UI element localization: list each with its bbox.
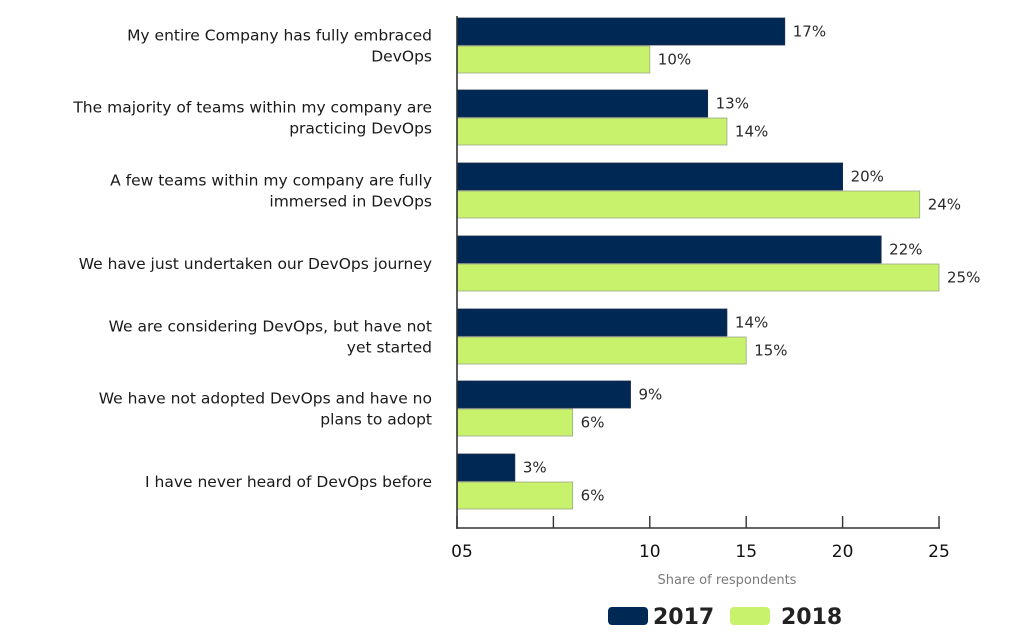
bar-2018-4 (456, 336, 747, 365)
category-label-line: plans to adopt (320, 411, 432, 429)
bar-2017-2 (456, 162, 844, 191)
category-label-line: A few teams within my company are fully (110, 172, 432, 190)
value-label-2017-0: 17% (793, 23, 826, 41)
category-label-line: We are considering DevOps, but have not (109, 318, 432, 336)
value-label-2018-6: 6% (581, 487, 605, 505)
bar-2017-6 (456, 453, 516, 482)
bar-2017-4 (456, 308, 728, 337)
value-label-2017-4: 14% (735, 314, 768, 332)
value-label-2017-5: 9% (639, 386, 663, 404)
x-tick-label-10: 10 (639, 542, 661, 562)
category-label-line: DevOps (371, 48, 432, 66)
legend-label-2017: 2017 (653, 605, 714, 630)
category-label-line: We have not adopted DevOps and have no (99, 390, 432, 408)
x-axis-title: Share of respondents (658, 573, 797, 588)
category-label-line: immersed in DevOps (269, 193, 432, 211)
x-tick-label-15: 15 (735, 542, 757, 562)
category-label-line: yet started (347, 339, 432, 357)
bars (456, 17, 940, 510)
x-tick-label-0: 05 (451, 542, 473, 562)
bar-2018-3 (456, 263, 940, 292)
category-label-line: practicing DevOps (289, 120, 432, 138)
category-label-1: The majority of teams within my company … (72, 99, 432, 138)
value-label-2017-3: 22% (889, 241, 922, 259)
value-label-2018-0: 10% (658, 51, 691, 69)
value-label-2018-5: 6% (581, 414, 605, 432)
value-label-2018-2: 24% (928, 196, 961, 214)
value-label-2017-2: 20% (851, 168, 884, 186)
category-label-5: We have not adopted DevOps and have no pl… (99, 390, 432, 429)
x-ticks: 05 10 15 20 25 (451, 516, 950, 562)
category-label-6: I have never heard of DevOps before (145, 473, 432, 491)
category-label-2: A few teams within my company are fully i… (110, 172, 432, 211)
bar-2018-0 (456, 45, 651, 74)
category-label-3: We have just undertaken our DevOps journ… (79, 255, 432, 273)
x-axis (456, 16, 940, 529)
category-labels: My entire Company has fully embraced DevO… (72, 27, 432, 492)
bar-2017-1 (456, 89, 709, 118)
bar-2018-6 (456, 481, 574, 510)
category-label-4: We are considering DevOps, but have not y… (109, 318, 432, 357)
legend-swatch-2018 (730, 607, 770, 625)
x-tick-label-20: 20 (832, 542, 854, 562)
x-tick-label-25: 25 (928, 542, 950, 562)
value-label-2018-1: 14% (735, 123, 768, 141)
bar-2017-0 (456, 17, 786, 46)
category-label-line: My entire Company has fully embraced (127, 27, 432, 45)
legend-label-2018: 2018 (781, 605, 842, 630)
bar-2017-5 (456, 380, 631, 409)
category-label-line: The majority of teams within my company … (72, 99, 432, 117)
category-label-0: My entire Company has fully embraced DevO… (127, 27, 432, 66)
legend-swatch-2017 (608, 607, 648, 625)
bar-2018-2 (456, 190, 921, 219)
value-label-2017-6: 3% (523, 459, 547, 477)
bar-2018-1 (456, 117, 728, 146)
value-label-2018-4: 15% (754, 342, 787, 360)
value-label-2017-1: 13% (716, 95, 749, 113)
value-labels: 17% 10% 13% 14% 20% 24% 22% 25% 14% 15% 9% 6% 3% 6% (523, 23, 981, 505)
value-label-2018-3: 25% (947, 269, 980, 287)
bar-2017-3 (456, 235, 882, 264)
bar-2018-5 (456, 408, 574, 437)
legend: 2017 2018 (608, 605, 842, 630)
